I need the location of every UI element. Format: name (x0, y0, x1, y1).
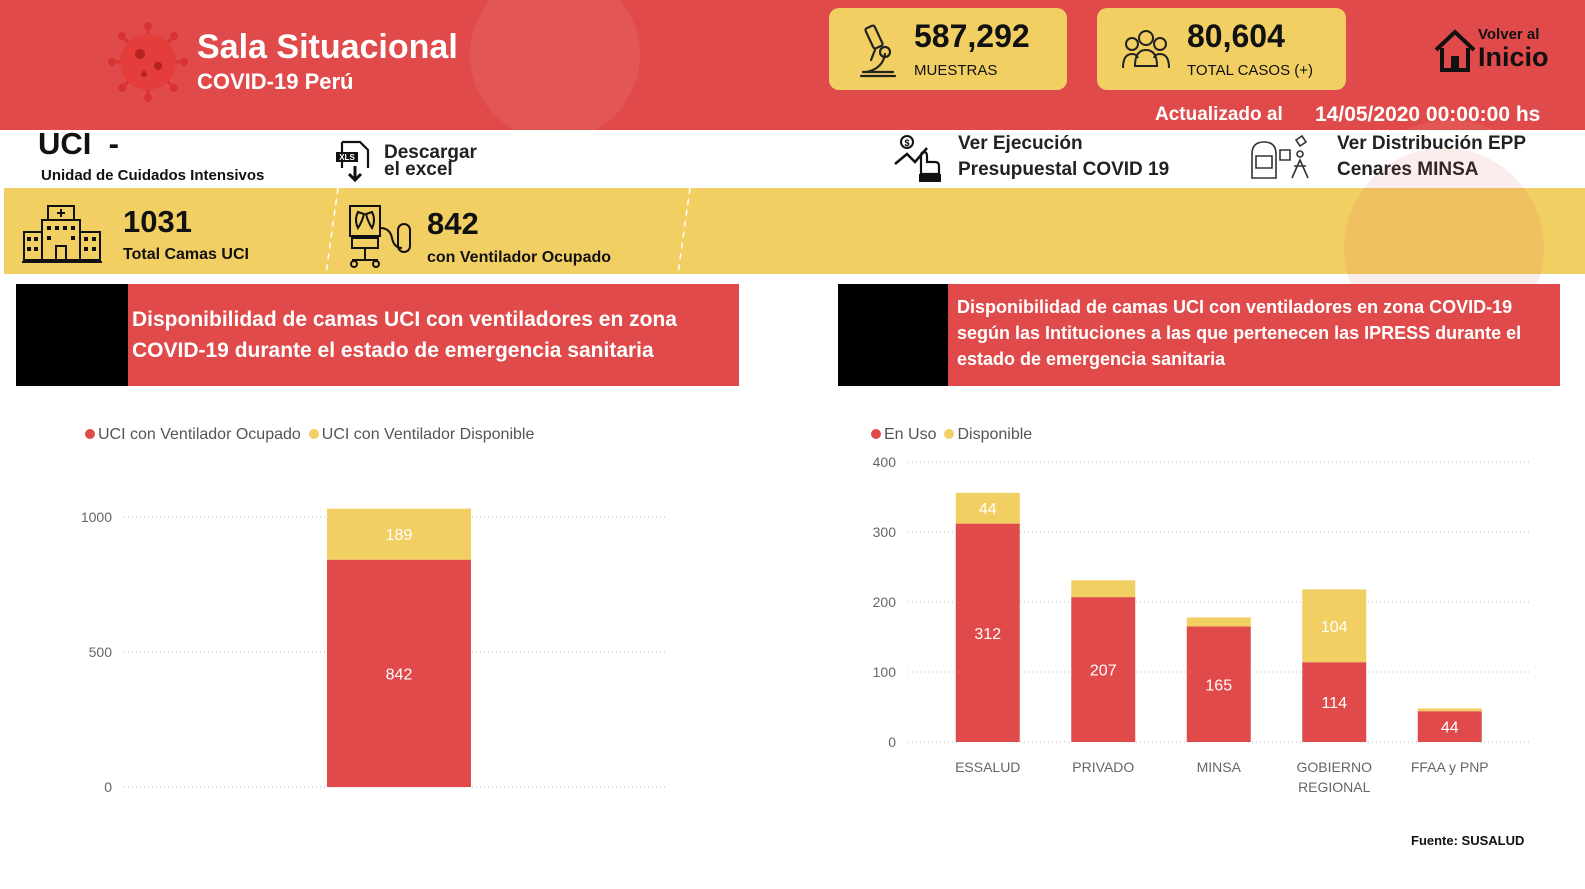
left-panel-banner: Disponibilidad de camas UCI con ventilad… (16, 284, 739, 386)
legend-item-in-use: En Uso (871, 426, 936, 443)
y-tick-label: 0 (104, 779, 112, 795)
app-title: Sala Situacional (197, 28, 458, 66)
section-subtitle: Unidad de Cuidados Intensivos (41, 167, 265, 184)
updated-value: 14/05/2020 00:00:00 hs (1315, 103, 1541, 126)
home-button[interactable]: Volver al Inicio (1430, 22, 1560, 78)
ventilator-icon (349, 205, 411, 268)
bar-segment (327, 508, 471, 560)
legend-item-occupied: UCI con Ventilador Ocupado (85, 426, 301, 443)
data-label: 44 (979, 501, 997, 518)
data-label: 44 (1441, 720, 1459, 737)
virus-logo-icon (108, 22, 188, 102)
data-label: 207 (1090, 663, 1117, 680)
bar-segment (1186, 617, 1251, 627)
home-label-line1: Volver al (1478, 26, 1540, 43)
bar-segment (327, 559, 471, 787)
banner-accent (838, 284, 948, 386)
kpi-cases-value: 80,604 (1187, 18, 1285, 54)
svg-text:$: $ (904, 138, 909, 148)
bar-segment (1071, 580, 1136, 598)
kpi-samples-value: 587,292 (914, 18, 1030, 54)
band-divider (677, 188, 691, 274)
bar-segment (955, 492, 1020, 524)
people-group-icon (1122, 30, 1170, 69)
epp-distribution-link[interactable]: Ver Distribución EPP Cenares MINSA (1246, 133, 1546, 188)
y-tick-label: 500 (89, 644, 113, 660)
background-virus-decoration (470, 0, 640, 140)
data-label: 842 (386, 666, 413, 683)
ventilator-occupied-label: con Ventilador Ocupado (427, 249, 612, 266)
bar-segment (1302, 662, 1367, 742)
svg-text:XLS: XLS (339, 153, 355, 162)
source-note: Fuente: SUSALUD (1411, 833, 1525, 848)
y-tick-label: 100 (873, 664, 897, 680)
kpi-cases-label: TOTAL CASOS (+) (1187, 62, 1313, 79)
data-label: 189 (386, 527, 413, 544)
y-tick-label: 1000 (81, 509, 112, 525)
x-tick-label: PRIVADO (1072, 759, 1134, 775)
left-chart: 0 500 1000 842 189 (81, 508, 666, 795)
legend-item-available: UCI con Ventilador Disponible (308, 426, 534, 443)
epp-distribution-line2: Cenares MINSA (1337, 159, 1479, 180)
y-tick-label: 0 (888, 734, 896, 750)
ventilator-occupied-value: 842 (427, 206, 479, 241)
budget-execution-link[interactable]: $ Ver Ejecución Presupuestal COVID 19 (893, 133, 1183, 188)
kpi-cases-card: 80,604 TOTAL CASOS (+) (1097, 8, 1346, 90)
banner-accent (16, 284, 128, 386)
total-beds-label: Total Camas UCI (123, 246, 249, 263)
y-tick-label: 200 (873, 594, 897, 610)
y-tick-label: 400 (873, 454, 897, 470)
data-label: 114 (1321, 695, 1347, 712)
total-beds-value: 1031 (123, 204, 192, 239)
home-icon (1434, 29, 1476, 72)
kpi-samples-card: 587,292 MUESTRAS (829, 8, 1067, 90)
section-header-row (0, 130, 1585, 188)
right-chart-legend: En Uso Disponible (871, 426, 1040, 444)
bar-segment (1417, 708, 1482, 712)
download-excel-line2: el excel (384, 159, 453, 180)
right-panel-title: Disponibilidad de camas UCI con ventilad… (957, 297, 1522, 369)
data-label: 312 (974, 626, 1001, 643)
summary-band: 1031 Total Camas UCI 842 con Ventilador … (4, 148, 1585, 348)
xls-download-icon: XLS (336, 140, 370, 182)
home-label-line2: Inicio (1478, 42, 1549, 72)
download-excel-link[interactable]: XLS Descargar el excel (334, 138, 484, 184)
bar-segment (1071, 597, 1136, 742)
band-divider (325, 188, 339, 274)
x-tick-label: ESSALUD (955, 759, 1020, 775)
x-tick-label: GOBIERNO (1297, 759, 1373, 775)
x-tick-label: REGIONAL (1298, 779, 1371, 795)
left-chart-legend: UCI con Ventilador Ocupado UCI con Ventil… (85, 426, 542, 444)
x-tick-label: FFAA y PNP (1411, 759, 1489, 775)
kpi-samples-label: MUESTRAS (914, 62, 998, 79)
legend-item-free: Disponible (944, 426, 1032, 443)
bar-segment (1302, 589, 1367, 663)
y-tick-label: 300 (873, 524, 897, 540)
budget-execution-line2: Presupuestal COVID 19 (958, 159, 1170, 180)
right-chart: 0 100 200 300 400 312 44 ESSALUD 207 PRIVADO 165 MI… (873, 454, 1532, 795)
right-panel-banner: Disponibilidad de camas UCI con ventilad… (838, 284, 1560, 386)
microscope-icon (859, 24, 897, 78)
budget-execution-line1: Ver Ejecución (958, 133, 1083, 154)
money-hand-icon: $ (894, 135, 941, 182)
app-subtitle: COVID-19 Perú (197, 69, 354, 94)
bar-segment (1417, 711, 1482, 742)
x-tick-label: MINSA (1197, 759, 1242, 775)
bar-segment (1186, 626, 1251, 742)
download-excel-line1: Descargar (384, 142, 477, 163)
header: Sala Situacional COVID-19 Perú 587,292 M… (0, 0, 1585, 320)
epp-distribution-line1: Ver Distribución EPP (1337, 133, 1526, 154)
updated-label: Actualizado al (1155, 104, 1283, 125)
section-title: UCI - (38, 126, 119, 161)
data-label: 104 (1321, 619, 1348, 636)
bar-segment (955, 523, 1020, 742)
hospital-icon (22, 205, 102, 263)
left-panel-title: Disponibilidad de camas UCI con ventilad… (132, 308, 677, 362)
data-label: 165 (1205, 677, 1232, 694)
ppe-icon (1251, 134, 1309, 179)
